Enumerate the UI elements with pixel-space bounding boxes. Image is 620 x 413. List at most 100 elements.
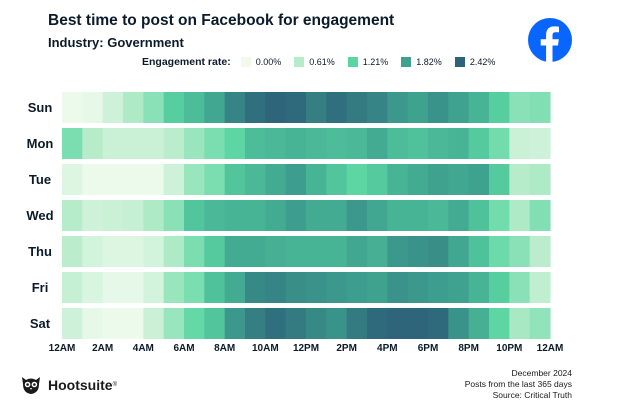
heatmap-cell <box>468 308 490 339</box>
heatmap-cell <box>428 92 449 123</box>
heatmap-cell <box>265 200 287 231</box>
heatmap-cell <box>82 308 104 339</box>
facebook-logo-icon <box>528 18 572 62</box>
heatmap-cell <box>407 200 429 231</box>
x-tick-label: 8AM <box>214 343 235 354</box>
heatmap-cell <box>184 128 205 159</box>
heatmap-cell <box>428 200 449 231</box>
heatmap-cell <box>448 92 470 123</box>
heatmap-cell <box>285 92 307 123</box>
heatmap-cell <box>448 272 470 303</box>
heatmap-cell <box>306 200 327 231</box>
heatmap-cell <box>82 236 104 267</box>
heatmap-cell <box>224 236 246 267</box>
x-tick-label: 4PM <box>377 343 398 354</box>
heatmap-cell <box>306 128 327 159</box>
heatmap-cell <box>163 236 185 267</box>
heatmap-cell <box>245 92 266 123</box>
heatmap-cell <box>529 272 551 303</box>
heatmap-cell <box>123 308 144 339</box>
heatmap-cell <box>326 200 348 231</box>
heatmap-cell <box>62 164 83 195</box>
heatmap-cell <box>224 200 246 231</box>
heatmap-cell <box>448 164 470 195</box>
heatmap-cell <box>326 128 348 159</box>
heatmap-cell <box>428 164 449 195</box>
heatmap-cell <box>143 308 165 339</box>
heatmap-cell <box>326 164 348 195</box>
heatmap-cell <box>245 308 266 339</box>
heatmap-cell <box>346 308 368 339</box>
row-label: Sun <box>28 100 53 115</box>
heatmap-cell <box>62 92 83 123</box>
heatmap-cell <box>123 236 144 267</box>
heatmap-cell <box>306 308 327 339</box>
heatmap-cell <box>123 272 144 303</box>
heatmap-cell <box>468 92 490 123</box>
heatmap-cell <box>245 128 266 159</box>
heatmap-cell <box>448 308 470 339</box>
footer-notes: December 2024 Posts from the last 365 da… <box>465 368 572 401</box>
heatmap-cell <box>184 308 205 339</box>
heatmap-cell <box>163 92 185 123</box>
legend-item: 0.00% <box>240 57 282 67</box>
heatmap-cell <box>143 164 165 195</box>
heatmap-cell <box>387 272 409 303</box>
heatmap-cell <box>346 200 368 231</box>
heatmap-cell <box>204 92 226 123</box>
heatmap-cell <box>224 272 246 303</box>
heatmap-cell <box>224 308 246 339</box>
heatmap-cell <box>163 308 185 339</box>
heatmap-cell <box>265 164 287 195</box>
heatmap-cell <box>428 308 449 339</box>
x-tick-label: 12AM <box>537 343 564 354</box>
x-tick-label: 10PM <box>496 343 522 354</box>
footer-source: Source: Critical Truth <box>492 390 572 400</box>
legend: Engagement rate: 0.00% 0.61% 1.21% 1.82%… <box>142 56 508 68</box>
hootsuite-logo: Hootsuite ® <box>20 375 117 395</box>
heatmap-cell <box>184 200 205 231</box>
heatmap-cell <box>367 272 388 303</box>
heatmap-cell <box>143 236 165 267</box>
footer-note: Posts from the last 365 days <box>464 379 572 389</box>
heatmap-cell <box>489 128 510 159</box>
heatmap-cell <box>204 308 226 339</box>
heatmap-cell <box>204 164 226 195</box>
legend-swatch <box>240 57 251 67</box>
heatmap-cell <box>346 236 368 267</box>
heatmap-cell <box>82 272 104 303</box>
heatmap-cell <box>102 200 124 231</box>
legend-label: 0.00% <box>255 57 282 67</box>
heatmap-cell <box>407 272 429 303</box>
heatmap-cell <box>204 272 226 303</box>
heatmap-cell <box>245 164 266 195</box>
heatmap-cell <box>143 92 165 123</box>
legend-item: 0.61% <box>294 57 335 67</box>
footer-date: December 2024 <box>511 368 572 378</box>
heatmap-cell <box>204 200 226 231</box>
heatmap-cell <box>529 128 551 159</box>
chart-subtitle: Industry: Government <box>48 35 184 50</box>
heatmap-cell <box>468 200 490 231</box>
heatmap-cell <box>367 164 388 195</box>
heatmap-cell <box>265 308 287 339</box>
row-label: Fri <box>32 280 49 295</box>
heatmap-cell <box>285 308 307 339</box>
heatmap-cell <box>285 128 307 159</box>
owl-icon <box>22 377 40 394</box>
x-tick-label: 10AM <box>252 343 279 354</box>
heatmap-cell <box>123 164 144 195</box>
heatmap-cell <box>163 128 185 159</box>
legend-item: 2.42% <box>454 57 495 67</box>
heatmap-cell <box>509 200 531 231</box>
x-tick-label: 6PM <box>418 343 439 354</box>
heatmap-cell <box>387 128 409 159</box>
heatmap-cell <box>184 164 205 195</box>
heatmap-cell <box>367 200 388 231</box>
heatmap-cell <box>224 164 246 195</box>
x-tick-label: 12PM <box>293 343 319 354</box>
heatmap-cell <box>204 128 226 159</box>
heatmap-cell <box>245 272 266 303</box>
heatmap-cell <box>82 128 104 159</box>
legend-swatch <box>294 57 305 67</box>
